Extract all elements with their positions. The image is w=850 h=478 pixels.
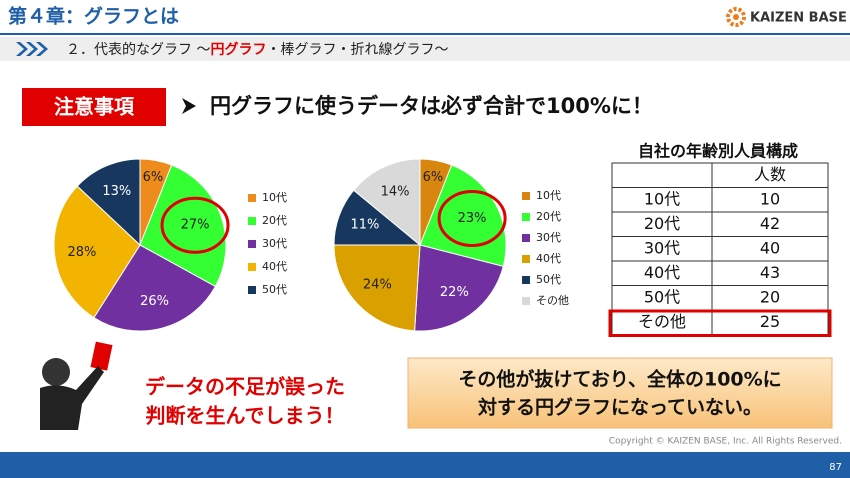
legend-label: 50代 (262, 283, 287, 296)
legend-swatch (248, 194, 256, 202)
subtitle-suffix: ・棒グラフ・折れ線グラフ～ (266, 42, 448, 58)
legend-swatch (248, 217, 256, 225)
notice-tag-box (22, 88, 166, 126)
legend-swatch (248, 286, 256, 294)
legend-label: 30代 (536, 231, 561, 244)
chapter-title: 第４章：グラフとは (8, 5, 179, 28)
table-cell: 20 (760, 287, 780, 306)
data-label: 26% (140, 294, 169, 309)
logo-icon (726, 7, 746, 27)
highlight-ring (437, 189, 507, 247)
legend-label: 20代 (262, 214, 287, 227)
table-frame (611, 162, 829, 335)
subtitle-prefix: ２．代表的なグラフ ～ (66, 42, 210, 58)
legend-label: その他 (536, 294, 569, 307)
data-label: 6% (423, 170, 444, 185)
legend-swatch (248, 240, 256, 248)
table-cell: 10代 (644, 189, 680, 208)
legend-swatch (522, 276, 530, 284)
data-label: 22% (440, 285, 469, 300)
legend-label: 10代 (262, 191, 287, 204)
data-label: 28% (68, 245, 97, 260)
subtitle-highlight: 円グラフ (210, 41, 266, 58)
data-label: 13% (102, 184, 131, 199)
warning-line: データの不足が誤った (145, 375, 345, 399)
legend-label: 40代 (536, 252, 561, 265)
notice-text: 円グラフに使うデータは必ず合計で100%に！ (210, 94, 653, 118)
chevrons (16, 42, 48, 56)
table-cell: 20代 (644, 214, 680, 233)
pie-slice (419, 164, 507, 267)
subtitle-band (0, 37, 850, 61)
table-cell: 30代 (644, 238, 680, 257)
highlight-box (608, 309, 832, 337)
data-label: 27% (181, 218, 210, 233)
legend-label: 30代 (262, 237, 287, 250)
table-cell: 10 (760, 189, 780, 208)
highlight-ring (160, 196, 230, 254)
page-number: 87 (829, 462, 842, 473)
notice-arrow (182, 98, 196, 114)
table-cell: 50代 (644, 287, 680, 306)
legend-swatch (522, 234, 530, 242)
legend-label: 20代 (536, 210, 561, 223)
legend-swatch (522, 213, 530, 221)
person-icon (40, 341, 113, 430)
table-cell: 42 (760, 214, 780, 233)
table-cell: 43 (760, 263, 780, 282)
data-label: 6% (143, 170, 164, 185)
data-label: 11% (351, 218, 380, 233)
pie-slice (414, 244, 504, 332)
copyright: Copyright © KAIZEN BASE, Inc. All Rights… (609, 437, 842, 447)
legend-swatch (522, 255, 530, 263)
table-cell: 40 (760, 238, 780, 257)
table-cell: 40代 (644, 263, 680, 282)
pie-slice (139, 164, 227, 288)
legend-swatch (248, 263, 256, 271)
callout-line: その他が抜けており、全体の100%に (458, 368, 781, 391)
legend-label: 40代 (262, 260, 287, 273)
data-label: 14% (381, 185, 410, 200)
callout-box (407, 357, 833, 429)
legend-swatch (522, 192, 530, 200)
legend-label: 50代 (536, 273, 561, 286)
pie-slice (93, 244, 217, 332)
data-label: 23% (458, 211, 487, 226)
table-header: 人数 (754, 165, 786, 184)
pie-slice (333, 244, 421, 332)
pie-slice (76, 158, 141, 247)
pie-slice (53, 185, 141, 319)
table-cell: その他 (638, 312, 686, 331)
warning-line: 判断を生んでしまう！ (146, 404, 345, 428)
legend-swatch (522, 297, 530, 305)
notice-tag: 注意事項 (54, 95, 135, 119)
logo-text: KAIZEN BASE (750, 11, 847, 26)
callout-line: 対する円グラフになっていない。 (477, 396, 762, 419)
subtitle: ２．代表的なグラフ ～円グラフ・棒グラフ・折れ線グラフ～ (66, 41, 448, 58)
data-label: 24% (363, 278, 392, 293)
pie-slice (353, 158, 421, 247)
table-cell: 25 (760, 312, 780, 331)
footer-band (0, 452, 850, 478)
table-title: 自社の年齢別人員構成 (638, 142, 798, 161)
legend-label: 10代 (536, 189, 561, 202)
